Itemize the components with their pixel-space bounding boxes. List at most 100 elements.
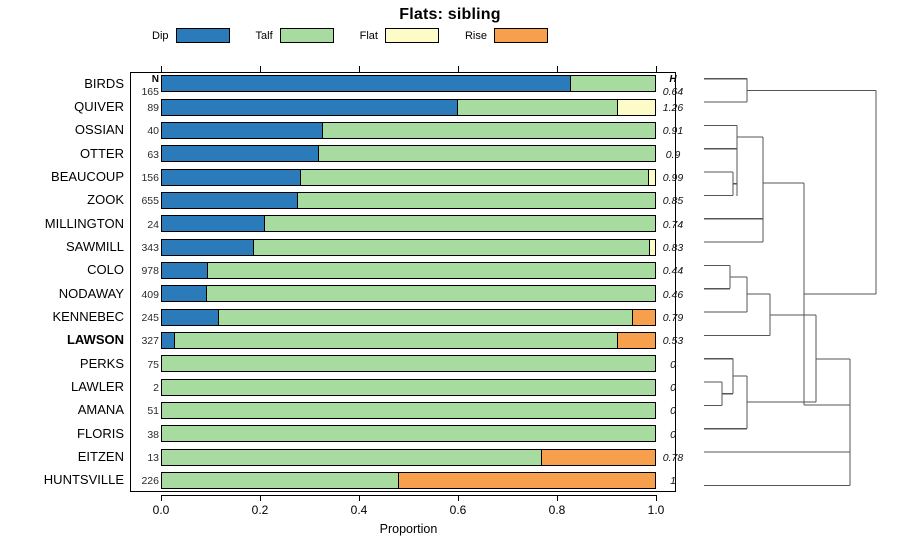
dendrogram: [700, 72, 898, 492]
bar-row[interactable]: [161, 75, 656, 93]
bar-segment-dip[interactable]: [162, 216, 265, 232]
legend-swatch-dip: [175, 28, 230, 43]
n-value: 245: [141, 312, 159, 324]
legend: Dip Talf Flat Rise: [0, 28, 700, 43]
bar-row[interactable]: [161, 98, 656, 116]
h-value: 0.85: [662, 195, 684, 208]
bar-segment-talf[interactable]: [207, 262, 655, 278]
bar-row[interactable]: [161, 168, 656, 186]
bar-segment-rise[interactable]: [617, 332, 655, 348]
h-column: H 0.64 1.26 0.91 0.9 0.99 0.85 0.74 0.83 0.44 0.46…: [658, 72, 698, 492]
bar-segment-talf[interactable]: [321, 122, 655, 138]
h-value: 0: [670, 428, 676, 441]
bar-row[interactable]: [161, 191, 656, 209]
page-title: Flats: sibling: [399, 6, 501, 23]
bar-segment-dip[interactable]: [162, 169, 301, 185]
legend-item-dip[interactable]: Dip: [152, 28, 230, 43]
x-tick-label: 0.8: [548, 503, 566, 517]
bar-segment-dip[interactable]: [162, 192, 298, 208]
bar-segment-dip[interactable]: [162, 332, 175, 348]
bar-segment-dip[interactable]: [162, 76, 571, 92]
x-tick: [656, 495, 657, 501]
row-label-sawmill: SAWMILL: [65, 239, 124, 254]
bar-row[interactable]: [161, 425, 656, 443]
bar-segment-talf[interactable]: [174, 332, 618, 348]
bar-segment-talf[interactable]: [264, 216, 655, 232]
bar-row[interactable]: [161, 401, 656, 419]
h-value: 0.83: [662, 242, 684, 254]
bar-row[interactable]: [161, 355, 656, 373]
legend-item-talf[interactable]: Talf: [256, 28, 334, 43]
bar-segment-talf[interactable]: [162, 449, 541, 465]
bar-row[interactable]: [161, 145, 656, 163]
bar-segment-talf[interactable]: [162, 356, 655, 372]
h-value: 0: [670, 358, 676, 371]
bar-segment-talf[interactable]: [162, 379, 655, 395]
legend-label: Dip: [152, 29, 169, 42]
bar-segment-dip[interactable]: [162, 99, 457, 115]
bar-row[interactable]: [161, 285, 656, 303]
bar-segment-talf[interactable]: [297, 192, 655, 208]
legend-label: Talf: [255, 29, 273, 42]
n-value: 409: [141, 288, 159, 301]
legend-item-flat[interactable]: Flat: [360, 28, 439, 43]
h-value: 0.79: [662, 312, 684, 324]
bar-segment-talf[interactable]: [570, 76, 655, 92]
x-tick: [359, 495, 360, 501]
legend-item-rise[interactable]: Rise: [465, 28, 548, 43]
bar-segment-rise[interactable]: [631, 309, 655, 325]
bar-segment-dip[interactable]: [162, 146, 319, 162]
bar-segment-dip[interactable]: [162, 122, 322, 138]
h-value: 0.78: [662, 452, 684, 464]
x-tick-top: [458, 66, 459, 72]
legend-swatch-flat: [384, 28, 439, 43]
bar-segment-dip[interactable]: [162, 309, 219, 325]
bar-row[interactable]: [161, 261, 656, 279]
x-tick: [557, 495, 558, 501]
x-axis-label: Proportion: [379, 522, 438, 536]
bar-row[interactable]: [161, 378, 656, 396]
bar-segment-flat[interactable]: [617, 99, 655, 115]
x-tick: [458, 495, 459, 501]
h-value: 0.74: [662, 218, 684, 231]
bar-segment-talf[interactable]: [162, 426, 655, 442]
n-value: 63: [147, 148, 159, 161]
stacked-bars: [161, 72, 656, 492]
bar-segment-flat[interactable]: [647, 169, 655, 185]
bar-segment-talf[interactable]: [206, 286, 655, 302]
row-label-huntsville: HUNTSVILLE: [43, 472, 124, 488]
bar-row[interactable]: [161, 238, 656, 256]
x-tick-label: 1.0: [647, 503, 665, 517]
row-label-beaucoup: BEAUCOUP: [51, 169, 124, 184]
row-label-millington: MILLINGTON: [44, 215, 124, 231]
bar-row[interactable]: [161, 471, 656, 489]
bar-segment-talf[interactable]: [300, 169, 648, 185]
dendrogram-svg: [704, 78, 877, 486]
bar-segment-dip[interactable]: [162, 239, 254, 255]
legend-swatch-rise: [494, 28, 548, 43]
bar-segment-flat[interactable]: [649, 239, 655, 255]
bar-segment-talf[interactable]: [456, 99, 618, 115]
row-label-lawson: LAWSON: [66, 332, 124, 348]
h-value: 0: [670, 382, 676, 394]
bar-segment-talf[interactable]: [218, 309, 632, 325]
bar-segment-rise[interactable]: [398, 472, 655, 488]
n-value: 2: [153, 382, 159, 394]
bar-segment-talf[interactable]: [162, 402, 655, 418]
bar-segment-talf[interactable]: [253, 239, 650, 255]
bar-row[interactable]: [161, 121, 656, 139]
bar-row[interactable]: [161, 308, 656, 326]
x-tick-top: [161, 66, 162, 72]
bar-segment-dip[interactable]: [162, 262, 208, 278]
row-label-column: BIRDS QUIVER OSSIAN OTTER BEAUCOUP ZOOK MILLIN…: [0, 72, 128, 492]
bar-segment-dip[interactable]: [162, 286, 207, 302]
bar-segment-talf[interactable]: [162, 472, 399, 488]
legend-label: Flat: [359, 29, 378, 42]
bar-segment-rise[interactable]: [540, 449, 655, 465]
h-value: 0: [670, 405, 676, 418]
bar-row[interactable]: [161, 448, 656, 466]
bar-segment-talf[interactable]: [318, 146, 655, 162]
bar-row[interactable]: [161, 331, 656, 349]
row-label-lawler: LAWLER: [71, 379, 124, 394]
bar-row[interactable]: [161, 215, 656, 233]
